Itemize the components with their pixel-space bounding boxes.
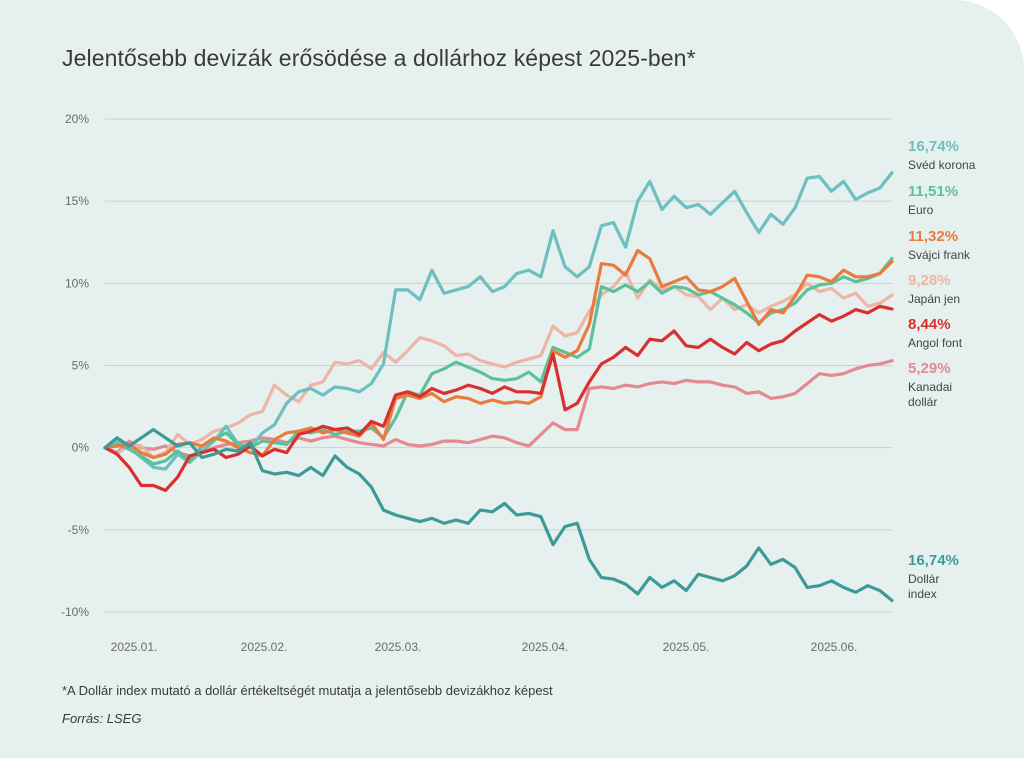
end-value-label: 11,51% xyxy=(908,183,958,200)
y-tick-label: 0% xyxy=(72,441,90,455)
end-value-label: 16,74% xyxy=(908,552,959,569)
end-value-label: 11,32% xyxy=(908,228,958,245)
series-line-2 xyxy=(103,248,894,460)
x-tick-label: 2025.06. xyxy=(811,640,858,654)
end-series-name: Japán jen xyxy=(908,292,960,306)
end-series-name: Svájci frank xyxy=(908,248,971,262)
x-tick-label: 2025.03. xyxy=(375,640,422,654)
y-tick-label: 20% xyxy=(65,112,89,126)
end-series-name: Euro xyxy=(908,203,934,217)
y-tick-label: -10% xyxy=(61,605,89,619)
y-tick-label: 15% xyxy=(65,194,89,208)
source-note: Forrás: LSEG xyxy=(62,711,142,726)
x-tick-label: 2025.01. xyxy=(111,640,158,654)
footnote: *A Dollár index mutató a dollár értékelt… xyxy=(62,683,553,698)
end-series-name: Svéd korona xyxy=(908,158,976,172)
end-series-name: Dollár xyxy=(908,572,939,586)
series-line-4 xyxy=(103,304,894,492)
x-tick-label: 2025.05. xyxy=(663,640,710,654)
chart-title: Jelentősebb devizák erősödése a dollárho… xyxy=(62,45,696,71)
end-value-label: 9,28% xyxy=(908,272,951,289)
end-series-name: Angol font xyxy=(908,336,963,350)
x-tick-label: 2025.02. xyxy=(241,640,288,654)
y-tick-label: 10% xyxy=(65,276,89,290)
x-tick-label: 2025.04. xyxy=(522,640,569,654)
end-value-label: 8,44% xyxy=(908,316,951,333)
end-value-label: 16,74% xyxy=(908,138,959,155)
end-value-label: 5,29% xyxy=(908,360,951,377)
end-series-name-line2: index xyxy=(908,587,937,601)
series-line-6 xyxy=(103,428,894,603)
end-series-name: Kanadai xyxy=(908,380,952,394)
y-tick-label: 5% xyxy=(72,359,90,373)
series-line-0 xyxy=(103,171,894,471)
x-axis-tick-labels: 2025.01. 2025.02. 2025.03. 2025.04. 2025.05.… xyxy=(111,640,858,654)
y-tick-label: -5% xyxy=(68,523,90,537)
end-labels: 16,74% Svéd korona 11,51% Euro 11,32% Svájci … xyxy=(908,138,976,601)
end-series-name-line2: dollár xyxy=(908,395,937,409)
series-line-3 xyxy=(103,270,894,460)
y-axis-tick-labels: 20% 15% 10% 5% 0% -5% -10% xyxy=(61,112,89,619)
series-lines xyxy=(103,171,894,603)
